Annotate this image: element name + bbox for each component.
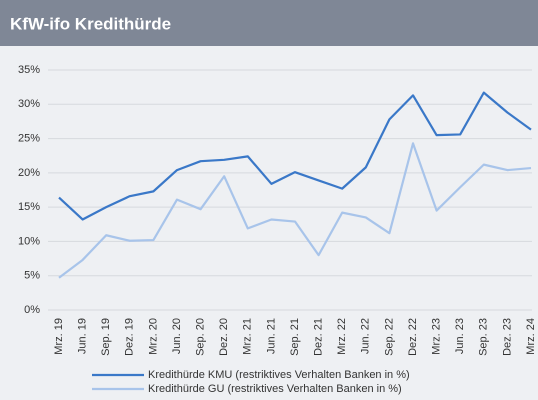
x-tick-label: Sep. 19 — [100, 318, 112, 356]
x-tick-label: Sep. 20 — [195, 318, 207, 356]
x-tick-label: Jun. 19 — [77, 318, 89, 354]
y-tick-label: 10% — [18, 235, 40, 247]
x-tick-label: Mrz. 19 — [53, 318, 65, 355]
x-tick-label: Mrz. 22 — [336, 318, 348, 355]
x-tick-label: Mrz. 20 — [147, 318, 159, 355]
y-tick-label: 15% — [18, 201, 40, 213]
x-tick-label: Mrz. 24 — [525, 318, 537, 355]
x-tick-label: Dez. 19 — [124, 318, 136, 356]
x-tick-label: Jun. 23 — [454, 318, 466, 354]
data-line — [58, 91, 532, 221]
legend-label: Kredithürde GU (restriktives Verhalten B… — [148, 383, 402, 395]
legend-label: Kredithürde KMU (restriktives Verhalten … — [148, 369, 410, 381]
chart-title: KfW-ifo Kredithürde — [10, 14, 171, 33]
y-tick-label: 25% — [18, 132, 40, 144]
x-tick-label: Jun. 20 — [171, 318, 183, 354]
x-tick-label: Dez. 21 — [313, 318, 325, 356]
x-tick-label: Jun. 21 — [265, 318, 277, 354]
x-tick-label: Mrz. 23 — [431, 318, 443, 355]
y-tick-label: 35% — [18, 64, 40, 76]
x-tick-label: Jun. 22 — [360, 318, 372, 354]
x-tick-label: Mrz. 21 — [242, 318, 254, 355]
y-tick-label: 30% — [18, 98, 40, 110]
x-tick-label: Dez. 23 — [501, 318, 513, 356]
header-bar — [0, 0, 538, 46]
y-tick-label: 5% — [24, 270, 40, 282]
x-tick-label: Sep. 21 — [289, 318, 301, 356]
x-tick-label: Sep. 22 — [383, 318, 395, 356]
x-tick-label: Sep. 23 — [478, 318, 490, 356]
data-line — [58, 142, 532, 279]
x-tick-label: Dez. 20 — [218, 318, 230, 356]
y-tick-label: 0% — [24, 304, 40, 316]
x-tick-label: Dez. 22 — [407, 318, 419, 356]
y-tick-label: 20% — [18, 167, 40, 179]
